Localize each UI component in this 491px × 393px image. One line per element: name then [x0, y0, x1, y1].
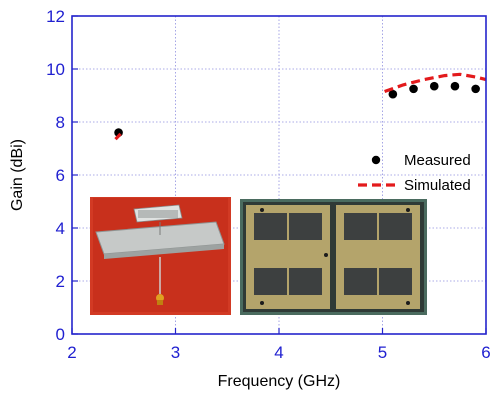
y-tick-label-3: 6 — [56, 166, 65, 185]
y-tick-label-6: 12 — [46, 7, 65, 26]
legend-label-simulated: Simulated — [404, 177, 471, 194]
x-tick-label-0: 2 — [67, 343, 76, 362]
legend-label-measured: Measured — [404, 152, 471, 169]
measured-point-2 — [409, 84, 418, 94]
measured-point-1 — [388, 89, 398, 99]
x-axis-title: Frequency (GHz) — [218, 373, 341, 390]
x-tick-label-2: 4 — [274, 343, 283, 362]
antenna-prototype-photo — [90, 197, 231, 315]
measured-point-5 — [471, 84, 480, 94]
y-tick-label-5: 10 — [46, 60, 65, 79]
y-tick-label-2: 4 — [56, 219, 65, 238]
patch-layout-photo — [240, 199, 427, 315]
legend-marker-measured — [371, 155, 381, 165]
y-tick-label-0: 0 — [56, 325, 65, 344]
x-tick-label-1: 3 — [171, 343, 180, 362]
y-tick-label-4: 8 — [56, 113, 65, 132]
x-tick-label-3: 5 — [378, 343, 387, 362]
legend: Measured Simulated — [358, 152, 471, 194]
simulated-curve-segment-0 — [114, 132, 122, 141]
y-tick-label-1: 2 — [56, 272, 65, 291]
measured-point-4 — [450, 81, 460, 91]
x-tick-label-4: 6 — [481, 343, 490, 362]
simulated-curve-segment-1 — [384, 72, 487, 94]
measured-point-3 — [429, 81, 439, 91]
series-layer — [114, 72, 487, 141]
y-axis-title: Gain (dBi) — [9, 139, 26, 211]
